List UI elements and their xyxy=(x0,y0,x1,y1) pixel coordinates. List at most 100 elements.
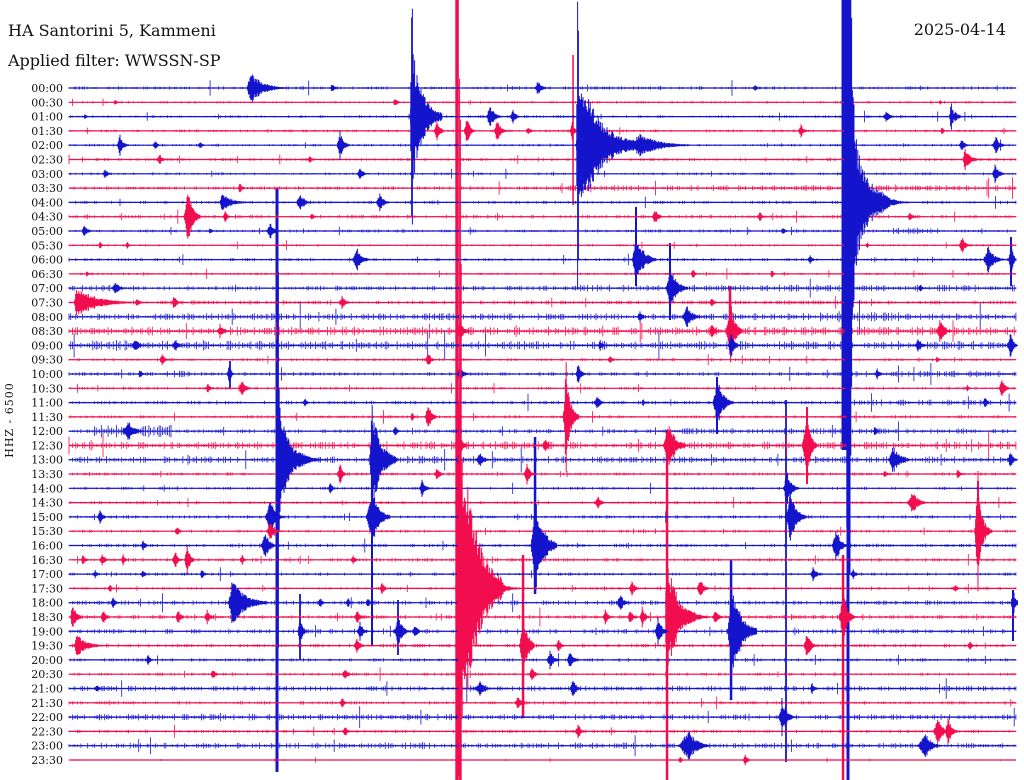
seismic-event xyxy=(134,299,144,306)
time-label: 17:00 xyxy=(31,568,63,581)
time-label: 00:30 xyxy=(31,96,63,109)
clip-line xyxy=(371,425,373,645)
time-label: 05:30 xyxy=(31,239,63,252)
trace-noise xyxy=(68,240,1017,251)
seismic-event xyxy=(514,697,527,708)
time-label: 08:30 xyxy=(31,325,63,338)
seismic-event xyxy=(409,60,443,173)
time-label: 12:00 xyxy=(31,425,63,438)
seismic-event xyxy=(342,727,353,736)
time-label: 04:00 xyxy=(31,196,63,209)
seismic-event xyxy=(184,545,195,574)
seismic-event xyxy=(967,641,976,650)
seismic-event xyxy=(711,611,726,623)
time-label: 19:30 xyxy=(31,640,63,653)
seismic-event xyxy=(125,242,132,249)
seismic-event xyxy=(379,583,390,594)
seismic-event xyxy=(641,399,648,406)
seismic-event xyxy=(238,381,252,395)
seismic-event xyxy=(120,554,130,566)
seismic-event xyxy=(365,599,375,606)
trace-noise xyxy=(68,98,1017,106)
seismic-event xyxy=(519,608,535,683)
seismic-event xyxy=(205,384,215,393)
seismic-event xyxy=(265,502,284,532)
seismic-event xyxy=(784,493,807,541)
seismic-event xyxy=(95,685,102,692)
seismic-event xyxy=(345,598,355,608)
seismic-event xyxy=(159,354,170,365)
event-spindles xyxy=(70,0,1018,780)
trace-noise xyxy=(68,624,1017,638)
seismic-event xyxy=(727,334,742,357)
time-label: 11:00 xyxy=(31,397,63,410)
seismic-event xyxy=(665,269,688,308)
seismic-event xyxy=(622,134,691,157)
time-label: 21:00 xyxy=(31,683,63,696)
seismic-event xyxy=(575,365,586,383)
seismic-event xyxy=(175,611,186,623)
seismic-event xyxy=(888,447,911,472)
seismic-event xyxy=(678,757,684,763)
seismic-event xyxy=(627,612,638,622)
seismic-event xyxy=(809,683,820,694)
seismic-event xyxy=(476,453,490,466)
seismic-event xyxy=(628,581,641,596)
seismic-event xyxy=(530,504,557,587)
seismic-event xyxy=(329,85,340,91)
seismic-event xyxy=(1008,245,1017,274)
seismic-event xyxy=(757,212,767,221)
time-label: 20:00 xyxy=(31,654,63,667)
seismic-event xyxy=(597,340,608,351)
seismic-event xyxy=(874,368,885,380)
seismic-event xyxy=(317,598,328,607)
time-label: 01:00 xyxy=(31,111,63,124)
time-label: 08:00 xyxy=(31,311,63,324)
seismic-event xyxy=(424,407,439,427)
seismic-event xyxy=(199,570,209,578)
time-label: 23:00 xyxy=(31,740,63,753)
station-title: HA Santorini 5, Kammeni xyxy=(8,21,216,40)
seismic-event xyxy=(412,626,423,636)
seismic-event xyxy=(690,270,700,278)
seismic-event xyxy=(534,82,549,94)
time-label: 16:00 xyxy=(31,540,63,553)
seismic-event xyxy=(110,597,121,608)
seismic-event xyxy=(222,211,233,222)
seismic-event xyxy=(952,111,966,122)
seismic-event xyxy=(392,99,401,105)
seismic-event xyxy=(991,164,1006,184)
seismic-event xyxy=(831,531,849,560)
time-label: 06:00 xyxy=(31,254,63,267)
trace-noise xyxy=(68,363,1017,385)
seismic-event xyxy=(424,354,437,365)
seismic-event xyxy=(352,248,371,271)
time-label: 01:30 xyxy=(31,125,63,138)
seismic-event xyxy=(356,621,370,641)
seismic-event xyxy=(456,323,473,339)
seismic-event xyxy=(801,414,818,477)
seismic-event xyxy=(1010,592,1018,614)
seismic-event xyxy=(725,300,743,363)
seismic-event xyxy=(871,191,908,214)
seismic-event xyxy=(102,169,112,178)
seismic-event xyxy=(696,581,711,596)
time-label: 04:30 xyxy=(31,211,63,224)
clip-line xyxy=(1012,590,1014,641)
seismic-event xyxy=(769,270,777,278)
seismic-event xyxy=(944,718,959,745)
seismic-event xyxy=(116,134,129,156)
seismic-event xyxy=(219,194,250,210)
seismic-event xyxy=(883,111,896,122)
time-label: 07:30 xyxy=(31,297,63,310)
seismic-event xyxy=(392,427,401,436)
trace-noise xyxy=(68,706,1017,728)
seismic-event xyxy=(940,128,947,134)
seismic-event xyxy=(975,503,993,560)
seismic-event xyxy=(809,567,823,581)
seismic-event xyxy=(651,211,664,222)
seismic-event xyxy=(955,470,964,478)
trace-noise xyxy=(68,299,1017,334)
